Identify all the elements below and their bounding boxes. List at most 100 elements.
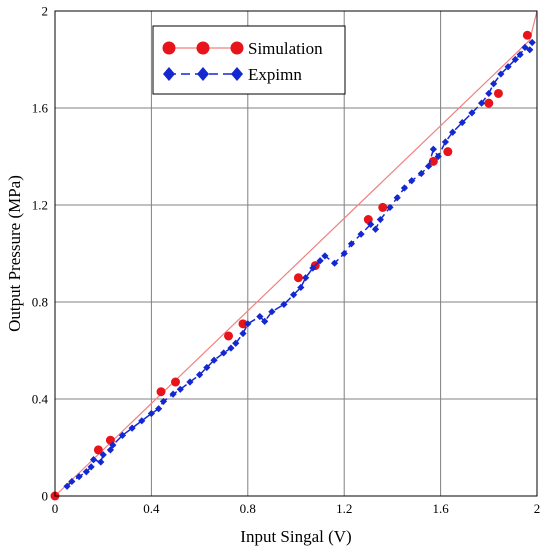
legend-expimn-marker bbox=[163, 67, 175, 81]
y-tick-label: 2 bbox=[42, 4, 49, 19]
expimn-point bbox=[330, 259, 339, 267]
expimn-point bbox=[159, 397, 168, 406]
expimn-point bbox=[227, 344, 235, 352]
legend-simulation-label: Simulation bbox=[248, 39, 323, 58]
y-tick-label: 0 bbox=[42, 489, 49, 504]
y-tick-label: 0.8 bbox=[32, 295, 48, 310]
plot-area-border bbox=[54, 10, 538, 497]
simulation-point bbox=[156, 387, 166, 397]
expimn-point bbox=[244, 320, 252, 328]
expimn-point bbox=[63, 482, 71, 490]
expimn-point bbox=[371, 225, 380, 233]
expimn-point bbox=[367, 220, 375, 228]
expimn-point bbox=[429, 145, 437, 153]
y-tick-label: 1.6 bbox=[32, 101, 49, 116]
x-tick-label: 1.2 bbox=[336, 501, 352, 516]
expimn-point bbox=[458, 118, 466, 127]
simulation-point bbox=[93, 445, 103, 455]
simulation-point bbox=[171, 377, 180, 387]
x-tick-label: 0.8 bbox=[240, 501, 256, 516]
y-tick-label: 0.4 bbox=[32, 392, 49, 407]
legend-simulation-marker bbox=[196, 41, 210, 55]
expimn-point bbox=[97, 458, 105, 466]
expimn-point bbox=[309, 264, 317, 272]
expimn-point bbox=[82, 468, 90, 476]
y-axis-title: Output Pressure (MPa) bbox=[5, 175, 24, 332]
tick-labels: 0 0.4 0.8 1.2 1.6 2 0 0.4 0.8 1.2 1.6 2 bbox=[32, 4, 541, 517]
expimn-point bbox=[138, 417, 146, 425]
legend-expimn-marker bbox=[197, 67, 209, 81]
expimn-point bbox=[89, 456, 98, 464]
expimn-point bbox=[521, 43, 529, 51]
expimn-point bbox=[400, 184, 409, 192]
expimn-point bbox=[203, 363, 211, 372]
x-tick-label: 0 bbox=[52, 501, 59, 516]
expimn-point bbox=[239, 329, 247, 338]
series-simulation-line bbox=[54, 10, 538, 497]
series-expimn bbox=[63, 38, 536, 490]
expimn-point bbox=[347, 240, 356, 248]
simulation-point bbox=[443, 147, 453, 157]
expimn-point bbox=[528, 38, 536, 47]
expimn-point bbox=[186, 378, 194, 386]
expimn-point bbox=[393, 194, 401, 202]
legend: Simulation Expimn bbox=[152, 25, 346, 95]
expimn-point bbox=[485, 89, 493, 98]
simulation-point bbox=[378, 202, 388, 212]
expimn-point bbox=[196, 371, 204, 379]
simulation-point bbox=[493, 88, 503, 98]
expimn-point bbox=[289, 291, 298, 299]
expimn-point bbox=[87, 463, 95, 471]
expimn-point bbox=[516, 51, 524, 59]
expimn-point bbox=[68, 477, 76, 486]
expimn-point bbox=[128, 424, 136, 432]
simulation-point bbox=[238, 319, 248, 329]
expimn-point bbox=[340, 249, 348, 258]
expimn-point bbox=[511, 55, 519, 64]
simulation-point bbox=[293, 273, 303, 283]
simulation-point bbox=[522, 30, 532, 40]
expimn-point bbox=[386, 203, 394, 212]
expimn-point bbox=[441, 138, 450, 146]
simulation-point bbox=[484, 98, 494, 108]
expimn-point bbox=[232, 339, 240, 347]
expimn-point bbox=[268, 308, 276, 316]
expimn-point bbox=[357, 230, 365, 238]
x-tick-label: 2 bbox=[534, 501, 541, 516]
legend-expimn-label: Expimn bbox=[248, 65, 302, 84]
expimn-point bbox=[477, 99, 486, 107]
simulation-point bbox=[428, 156, 438, 166]
series-layer bbox=[50, 10, 538, 501]
expimn-point bbox=[155, 405, 163, 413]
series-simulation bbox=[50, 10, 538, 501]
expimn-point bbox=[280, 300, 288, 309]
legend-simulation-marker bbox=[162, 41, 176, 55]
expimn-point bbox=[434, 152, 442, 161]
expimn-point bbox=[210, 356, 218, 364]
y-tick-label: 1.2 bbox=[32, 198, 48, 213]
legend-expimn-marker bbox=[231, 67, 243, 81]
x-tick-label: 1.6 bbox=[432, 501, 449, 516]
expimn-point bbox=[417, 169, 425, 178]
legend-box bbox=[152, 25, 346, 95]
expimn-point bbox=[490, 80, 498, 88]
expimn-point bbox=[99, 451, 107, 459]
expimn-point bbox=[424, 162, 433, 170]
expimn-point bbox=[408, 177, 416, 185]
expimn-point bbox=[321, 252, 329, 260]
expimn-point bbox=[297, 283, 305, 292]
legend-item-expimn: Expimn bbox=[163, 65, 302, 84]
x-axis-title: Input Singal (V) bbox=[240, 527, 351, 546]
expimn-point bbox=[261, 317, 269, 325]
expimn-point bbox=[256, 312, 264, 321]
expimn-point bbox=[468, 109, 476, 117]
expimn-point bbox=[109, 441, 117, 449]
expimn-point bbox=[220, 349, 228, 357]
expimn-point bbox=[169, 390, 177, 398]
expimn-point bbox=[504, 63, 512, 71]
expimn-point bbox=[118, 431, 127, 439]
expimn-point bbox=[176, 385, 184, 393]
expimn-point bbox=[147, 409, 155, 418]
expimn-point bbox=[316, 257, 324, 265]
